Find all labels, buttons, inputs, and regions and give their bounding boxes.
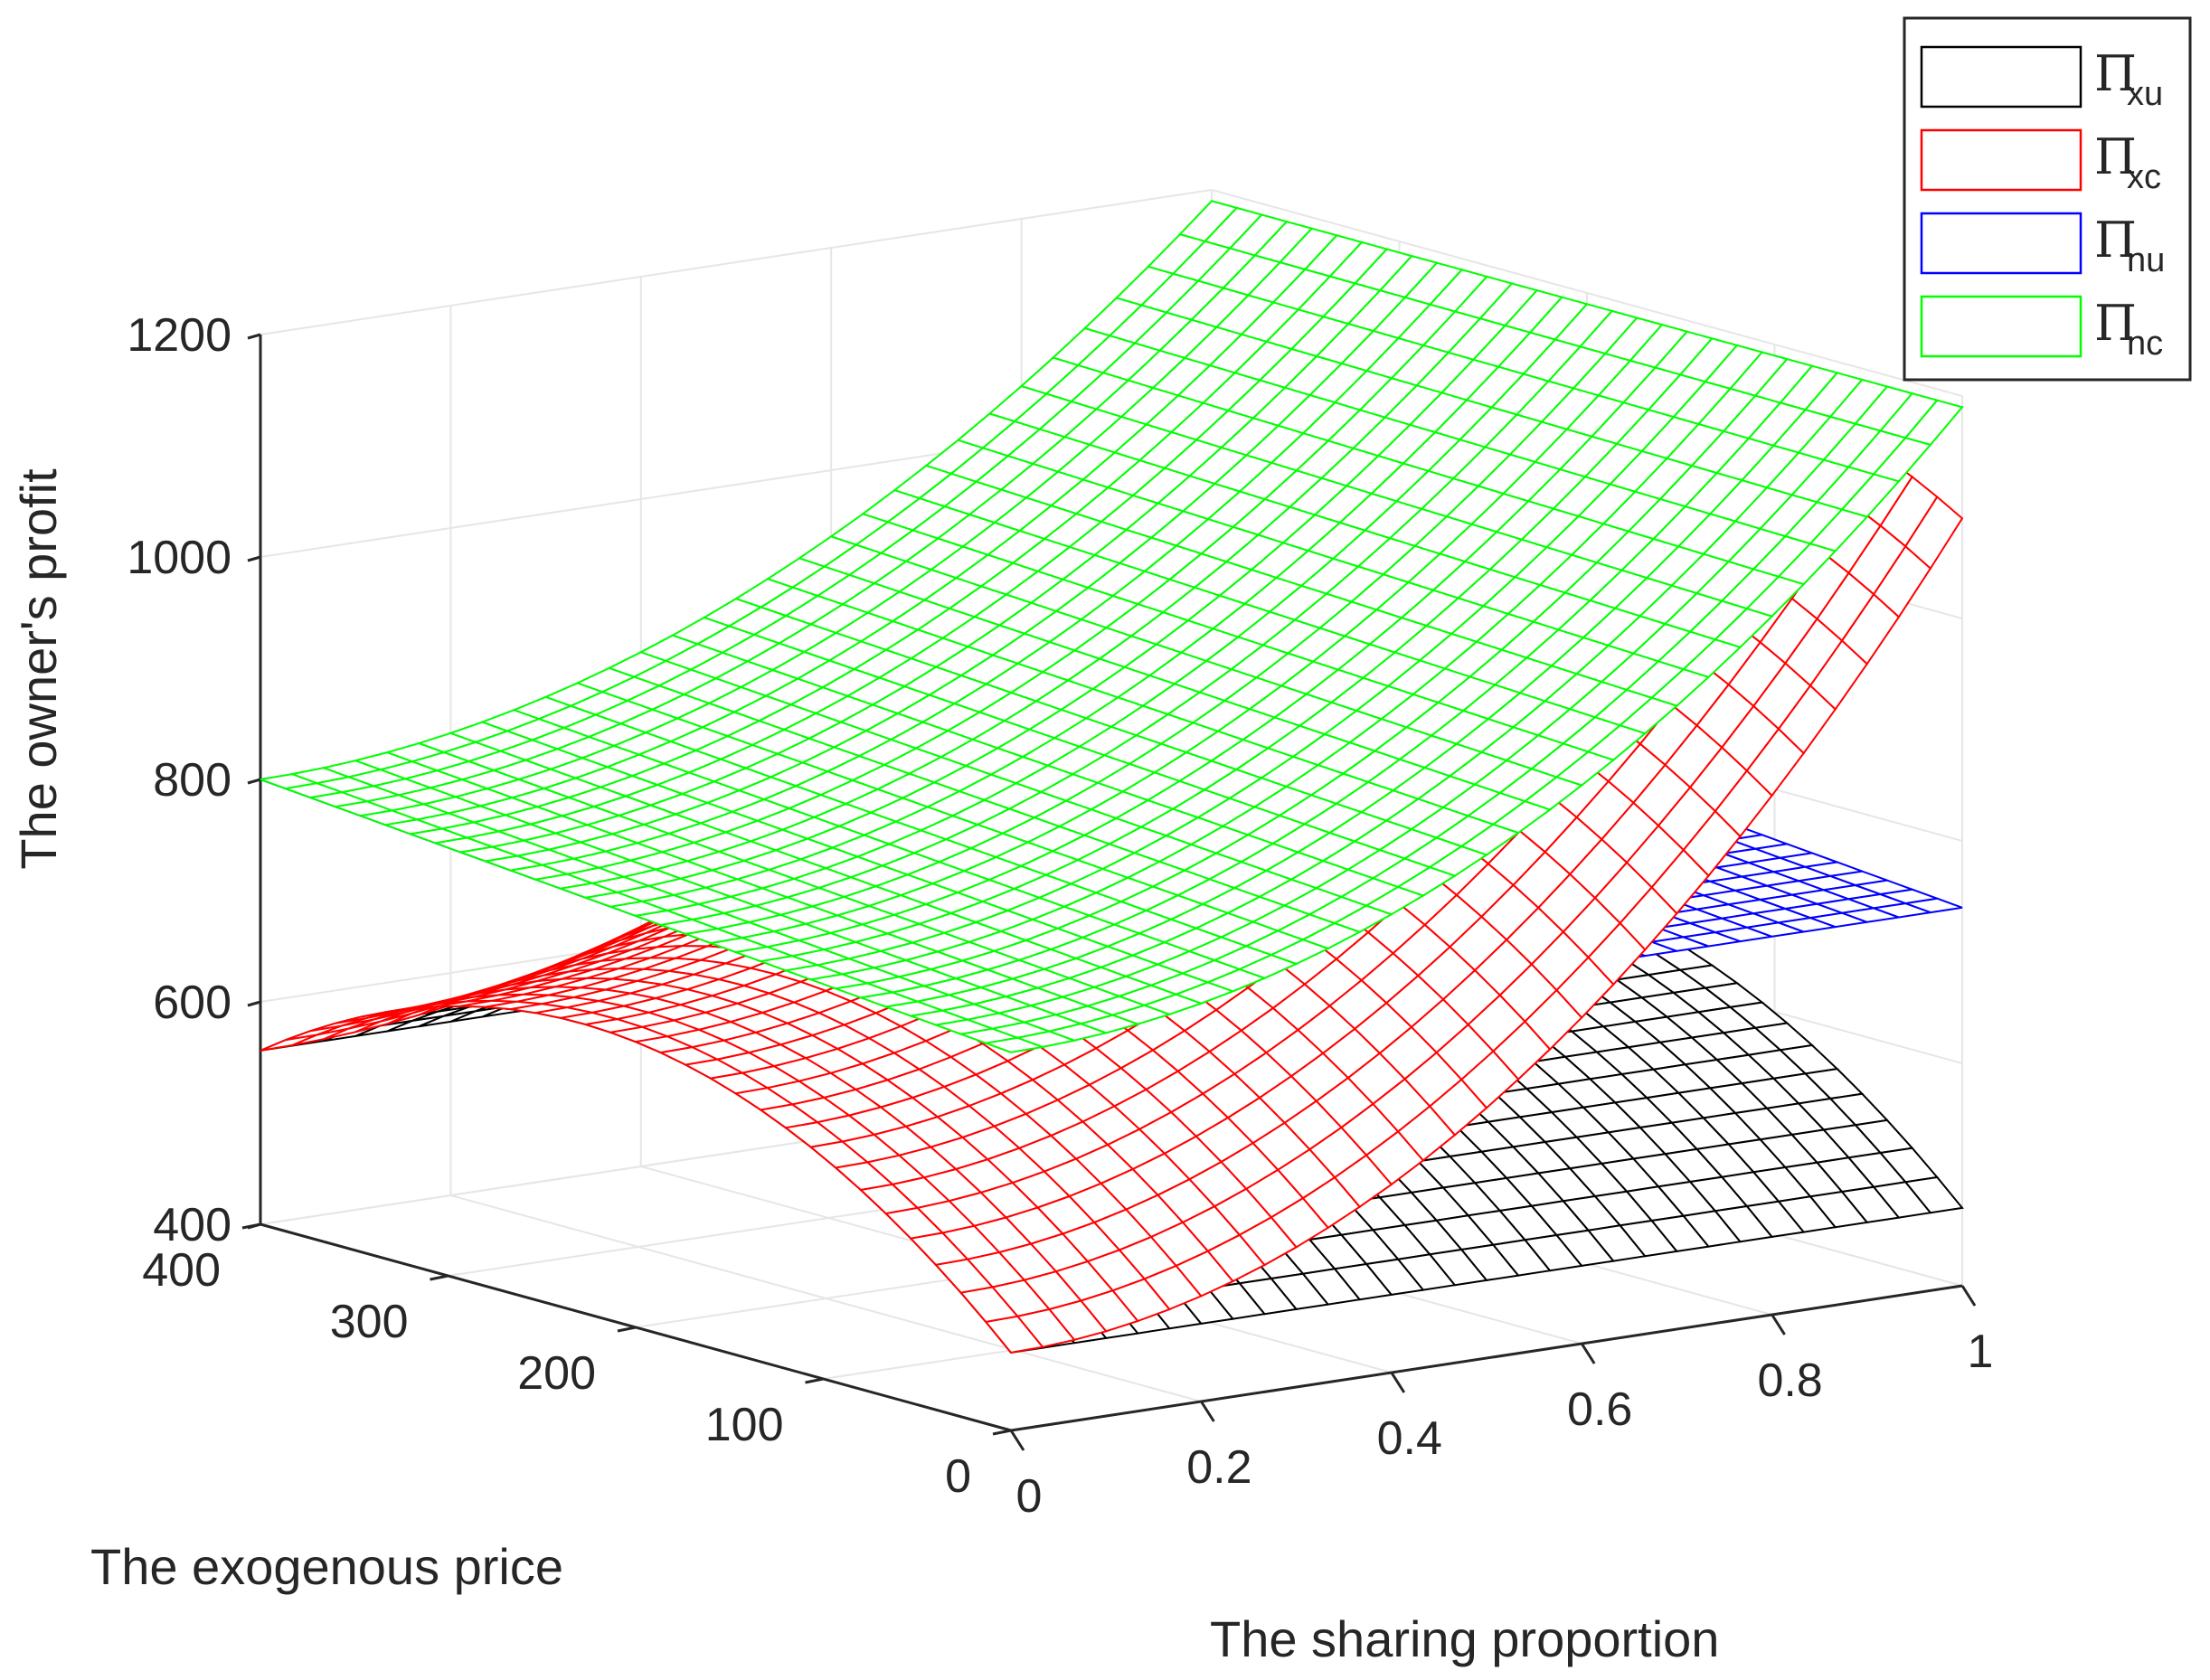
x-tick-mark (1960, 1285, 1977, 1307)
y-tick-mark (805, 1377, 824, 1384)
legend-sub-nu: nu (2127, 241, 2165, 279)
y-tick-mark (992, 1429, 1012, 1436)
x-tick-mark (1200, 1401, 1215, 1422)
x-tick-label: 1 (1968, 1326, 1994, 1378)
axis-ticks: 400 600 800 1000 1200 0 0.2 0.4 0.6 0.8 1 0 100 200 30… (127, 309, 1993, 1523)
surface-cell (1903, 496, 1964, 571)
x-tick-mark (1390, 1372, 1406, 1393)
legend-label-xc: Π (2094, 128, 2137, 185)
surface-cell (1903, 399, 1964, 447)
legend-sub-xu: xu (2127, 75, 2163, 113)
y-tick-label: 100 (705, 1399, 784, 1451)
surface-cell (1903, 1175, 1964, 1214)
legend-swatch-xu (1920, 45, 2082, 109)
legend-label-nu: Π (2094, 212, 2137, 269)
x-axis-line (1010, 1284, 1963, 1432)
x-tick-label: 0.6 (1567, 1383, 1632, 1436)
x-axis-label: The sharing proportion (1210, 1610, 1719, 1667)
x-tick-mark (1771, 1314, 1786, 1336)
z-tick-label: 400 (153, 1199, 231, 1251)
surface-cell (1904, 897, 1963, 914)
legend-swatch-xc (1920, 128, 2082, 192)
z-axis-label: The owner's profit (10, 468, 67, 870)
y-tick-mark (430, 1274, 449, 1281)
y-tick-label: 300 (330, 1296, 409, 1348)
y-tick-label: 0 (945, 1450, 971, 1503)
grid-line (1211, 189, 1963, 397)
z-tick-mark (247, 778, 261, 785)
legend-swatch-nu (1920, 212, 2082, 275)
z-tick-label: 800 (153, 754, 231, 807)
z-tick-label: 1000 (127, 532, 231, 584)
y-tick-mark (241, 1222, 261, 1230)
z-tick-mark (247, 333, 261, 340)
surfaces (257, 200, 1964, 1354)
x-tick-label: 0 (1016, 1470, 1043, 1523)
surface-nc (257, 200, 1964, 1053)
grid-line (260, 189, 1213, 335)
y-tick-label: 200 (517, 1347, 596, 1400)
x-tick-label: 0.8 (1757, 1354, 1822, 1407)
x-tick-mark (1580, 1343, 1596, 1364)
z-tick-mark (247, 1000, 261, 1007)
legend-sub-nc: nc (2127, 325, 2163, 363)
legend-label-xu: Π (2094, 45, 2137, 102)
x-tick-label: 0.4 (1377, 1412, 1442, 1465)
z-tick-mark (247, 555, 261, 562)
legend-label-nc: Π (2094, 295, 2137, 352)
legend-sub-xc: xc (2127, 158, 2161, 196)
y-tick-mark (617, 1326, 637, 1333)
x-tick-mark (1009, 1430, 1025, 1451)
z-tick-label: 1200 (127, 309, 231, 362)
x-tick-label: 0.2 (1186, 1441, 1251, 1494)
legend-swatch-nc (1920, 295, 2082, 358)
y-axis-label: The exogenous price (90, 1538, 563, 1595)
y-tick-label: 400 (142, 1244, 221, 1297)
z-tick-label: 600 (153, 977, 231, 1029)
